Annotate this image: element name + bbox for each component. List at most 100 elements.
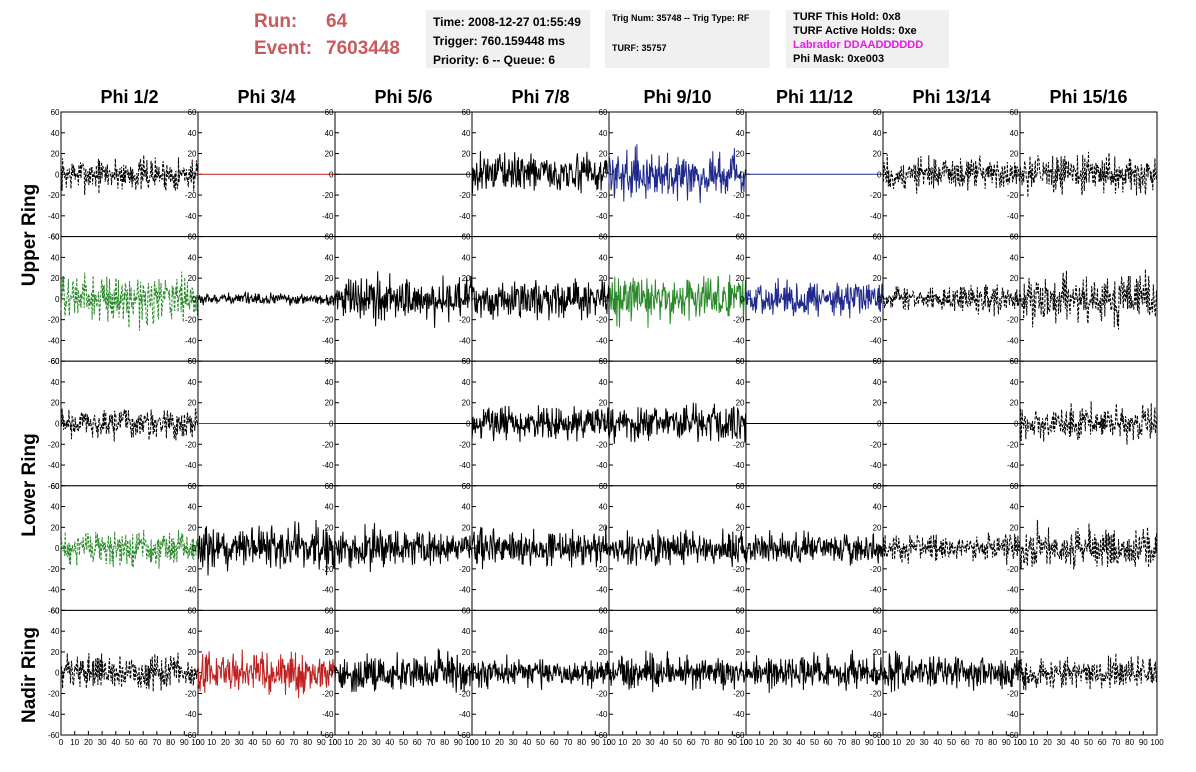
y-tick-label: -40 [459,710,471,719]
y-tick-label: 0 [603,669,608,678]
y-tick-label: -60 [459,731,471,740]
y-tick-label: -60 [48,482,60,491]
y-tick-label: 40 [599,253,608,262]
y-tick-label: 60 [188,108,197,117]
y-tick-label: 20 [1010,523,1019,532]
y-tick-label: 60 [51,108,60,117]
y-tick-label: 0 [877,544,882,553]
x-tick-label: 0 [881,738,886,747]
column-title-phi-7-8: Phi 7/8 [511,87,570,107]
y-tick-label: -20 [48,689,60,698]
x-tick-label: 40 [659,738,668,747]
y-tick-label: -40 [185,461,197,470]
y-tick-label: 0 [740,295,745,304]
y-tick-label: 60 [1010,606,1019,615]
y-tick-label: 60 [51,482,60,491]
y-tick-label: 40 [462,129,471,138]
x-tick-label: 40 [933,738,942,747]
y-tick-label: 0 [877,295,882,304]
y-tick-label: -40 [185,212,197,221]
y-tick-label: -40 [870,586,882,595]
y-tick-label: -20 [596,191,608,200]
y-tick-label: 40 [188,627,197,636]
y-tick-label: -40 [733,336,745,345]
x-tick-label: 80 [851,738,860,747]
x-tick-label: 60 [961,738,970,747]
x-tick-label: 70 [563,738,572,747]
y-tick-label: 20 [873,150,882,159]
y-tick-label: -20 [733,316,745,325]
y-tick-label: 20 [736,274,745,283]
y-tick-label: 40 [325,627,334,636]
y-tick-label: 0 [55,669,60,678]
y-tick-label: -40 [870,336,882,345]
x-tick-label: 70 [289,738,298,747]
y-tick-label: 60 [599,482,608,491]
y-tick-label: -40 [48,710,60,719]
y-tick-label: 0 [877,170,882,179]
y-tick-label: 20 [1010,150,1019,159]
waveform-trace [471,278,610,321]
event-line: Event: 7603448 [254,35,422,62]
y-tick-label: 0 [877,420,882,429]
x-tick-label: 60 [550,738,559,747]
x-tick-label: 90 [454,738,463,747]
x-tick-label: 40 [1070,738,1079,747]
y-tick-label: 40 [325,378,334,387]
y-tick-label: 40 [188,378,197,387]
y-tick-label: 20 [51,150,60,159]
y-tick-label: -20 [733,689,745,698]
y-tick-label: 20 [462,150,471,159]
y-tick-label: 60 [599,108,608,117]
x-tick-label: 100 [876,738,890,747]
y-tick-label: -40 [733,461,745,470]
x-tick-label: 100 [191,738,205,747]
y-tick-label: -40 [48,336,60,345]
y-tick-label: -60 [596,731,608,740]
x-tick-label: 10 [481,738,490,747]
x-tick-label: 10 [344,738,353,747]
y-tick-label: 60 [188,482,197,491]
y-tick-label: -60 [48,731,60,740]
waveform-trace [1019,401,1158,445]
y-tick-label: -60 [48,606,60,615]
y-tick-label: 40 [736,503,745,512]
y-tick-label: -20 [185,440,197,449]
y-tick-label: 20 [1010,274,1019,283]
waveform-trace [882,154,1021,194]
y-tick-label: 60 [51,233,60,242]
waveform-trace [1019,519,1158,570]
x-tick-label: 90 [591,738,600,747]
x-tick-label: 70 [426,738,435,747]
waveform-trace [60,529,199,569]
turf-info-box: TURF This Hold: 0x8 TURF Active Holds: 0… [786,10,949,68]
y-tick-label: 60 [462,357,471,366]
run-event-block: Run: 64 Event: 7603448 [254,8,422,62]
event-label: Event: [254,38,313,59]
y-tick-label: 60 [736,108,745,117]
y-tick-label: -20 [1007,565,1019,574]
y-tick-label: 60 [325,233,334,242]
y-tick-label: 60 [462,233,471,242]
y-tick-label: 60 [462,606,471,615]
y-tick-label: -40 [1007,336,1019,345]
y-tick-label: -40 [596,212,608,221]
column-title-phi-5-6: Phi 5/6 [374,87,433,107]
y-tick-label: -20 [1007,689,1019,698]
waveform-trace [334,271,473,328]
waveform-trace [608,144,747,204]
y-tick-label: 60 [188,233,197,242]
y-tick-label: 60 [736,482,745,491]
y-tick-label: -20 [48,316,60,325]
y-tick-label: 40 [188,503,197,512]
y-tick-label: 0 [466,295,471,304]
